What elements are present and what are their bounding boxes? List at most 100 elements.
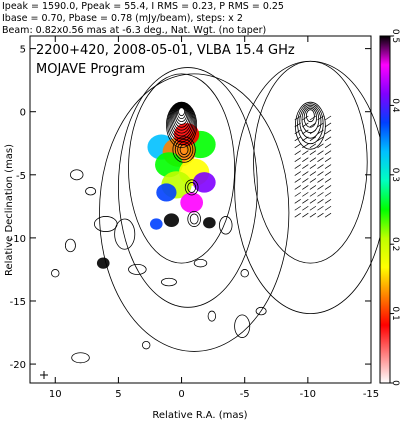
evpa-tick <box>324 115 332 121</box>
outer-contour <box>118 67 258 308</box>
header-line-2: Ibase = 0.70, Pbase = 0.78 (mJy/beam), s… <box>2 13 243 24</box>
evpa-tick <box>309 157 317 162</box>
evpa-tick <box>309 136 317 142</box>
noise-contour <box>70 169 84 181</box>
intensity-contour <box>172 136 196 163</box>
evpa-tick <box>309 171 317 176</box>
evpa-tick <box>317 157 324 162</box>
evpa-tick <box>317 192 324 197</box>
evpa-tick <box>317 205 324 211</box>
noise-contour <box>219 216 233 235</box>
intensity-contour <box>170 103 193 137</box>
evpa-tick <box>302 178 309 183</box>
colorbar-tick-label: 0.4 <box>390 98 400 113</box>
noise-contour <box>240 269 249 278</box>
evpa-tick <box>317 129 324 135</box>
evpa-tick <box>294 171 301 176</box>
evpa-tick <box>317 199 324 204</box>
noise-contour <box>193 258 208 268</box>
evpa-tick <box>302 205 309 211</box>
colorbar-ticks: 0 0.1 0.2 0.3 0.4 0.5 <box>390 29 400 386</box>
evpa-tick <box>324 129 332 135</box>
noise-contour <box>85 187 97 196</box>
evpa-tick <box>302 150 309 156</box>
program-label: MOJAVE Program <box>36 62 145 77</box>
noise-contour <box>160 277 177 287</box>
intensity-contour <box>184 179 199 196</box>
evpa-tick <box>294 205 301 211</box>
evpa-tick <box>302 212 309 218</box>
evpa-tick <box>309 178 317 183</box>
pol-contour <box>301 106 320 134</box>
evpa-tick <box>317 171 324 176</box>
polarization-vector-panel <box>234 60 387 314</box>
evpa-tick <box>294 143 301 149</box>
evpa-tick <box>302 185 309 190</box>
x-tick-label: -5 <box>240 389 250 400</box>
y-tick-label: -10 <box>10 234 26 245</box>
noise-contour <box>234 314 251 338</box>
intensity-contour <box>187 210 201 227</box>
evpa-tick <box>294 192 301 197</box>
evpa-tick <box>309 115 317 121</box>
evpa-tick <box>324 136 332 142</box>
intensity-contour <box>168 102 195 143</box>
evpa-tick <box>294 122 301 128</box>
evpa-tick <box>302 157 309 162</box>
evpa-tick <box>294 164 301 169</box>
intensity-contour <box>166 101 198 149</box>
evpa-tick <box>302 115 309 121</box>
evpa-tick <box>309 192 317 197</box>
y-tick-label: -20 <box>10 360 26 371</box>
intensity-contour <box>175 106 188 122</box>
evpa-tick <box>294 136 301 142</box>
evpa-tick <box>324 205 332 211</box>
polarization-patch <box>96 257 110 269</box>
evpa-tick <box>309 143 317 149</box>
evpa-tick <box>294 199 301 204</box>
evpa-tick <box>294 115 301 121</box>
colorbar-tick-label: 0.1 <box>390 306 400 320</box>
evpa-tick <box>324 122 332 128</box>
evpa-tick <box>302 122 309 128</box>
noise-contour <box>114 218 136 250</box>
noise-contour <box>51 269 60 278</box>
evpa-tick <box>309 212 317 218</box>
evpa-tick <box>294 185 301 190</box>
evpa-tick <box>324 164 332 169</box>
outer-contour <box>128 73 235 264</box>
intensity-contour <box>172 104 191 131</box>
beam-marker <box>40 371 48 379</box>
polarization-patch <box>192 172 216 193</box>
outer-contour <box>99 73 290 352</box>
evpa-tick <box>324 171 332 176</box>
evpa-tick <box>309 199 317 204</box>
y-tick-label: -5 <box>16 171 26 182</box>
pol-contour <box>299 104 322 139</box>
intensity-contour <box>174 105 189 125</box>
evpa-tick <box>317 185 324 190</box>
pol-contour <box>297 103 324 145</box>
x-tick-label: 5 <box>115 389 121 400</box>
y-tick-label: -15 <box>10 297 26 308</box>
evpa-tick <box>324 143 332 149</box>
evpa-tick <box>309 129 317 135</box>
pol-contour <box>305 109 315 123</box>
x-tick-label: 10 <box>49 389 62 400</box>
noise-contour <box>142 340 151 350</box>
evpa-tick <box>294 150 301 156</box>
polarization-patch <box>203 217 216 229</box>
intensity-contour <box>169 103 194 140</box>
intensity-contour <box>177 106 187 120</box>
evpa-tick <box>317 178 324 183</box>
noise-contour <box>255 306 267 316</box>
evpa-tick <box>317 115 324 121</box>
evpa-tick <box>302 129 309 135</box>
evpa-tick <box>294 157 301 162</box>
pol-contour <box>303 107 317 128</box>
evpa-tick <box>317 136 324 142</box>
evpa-tick <box>302 192 309 197</box>
noise-contours <box>51 169 267 364</box>
evpa-tick <box>302 136 309 142</box>
